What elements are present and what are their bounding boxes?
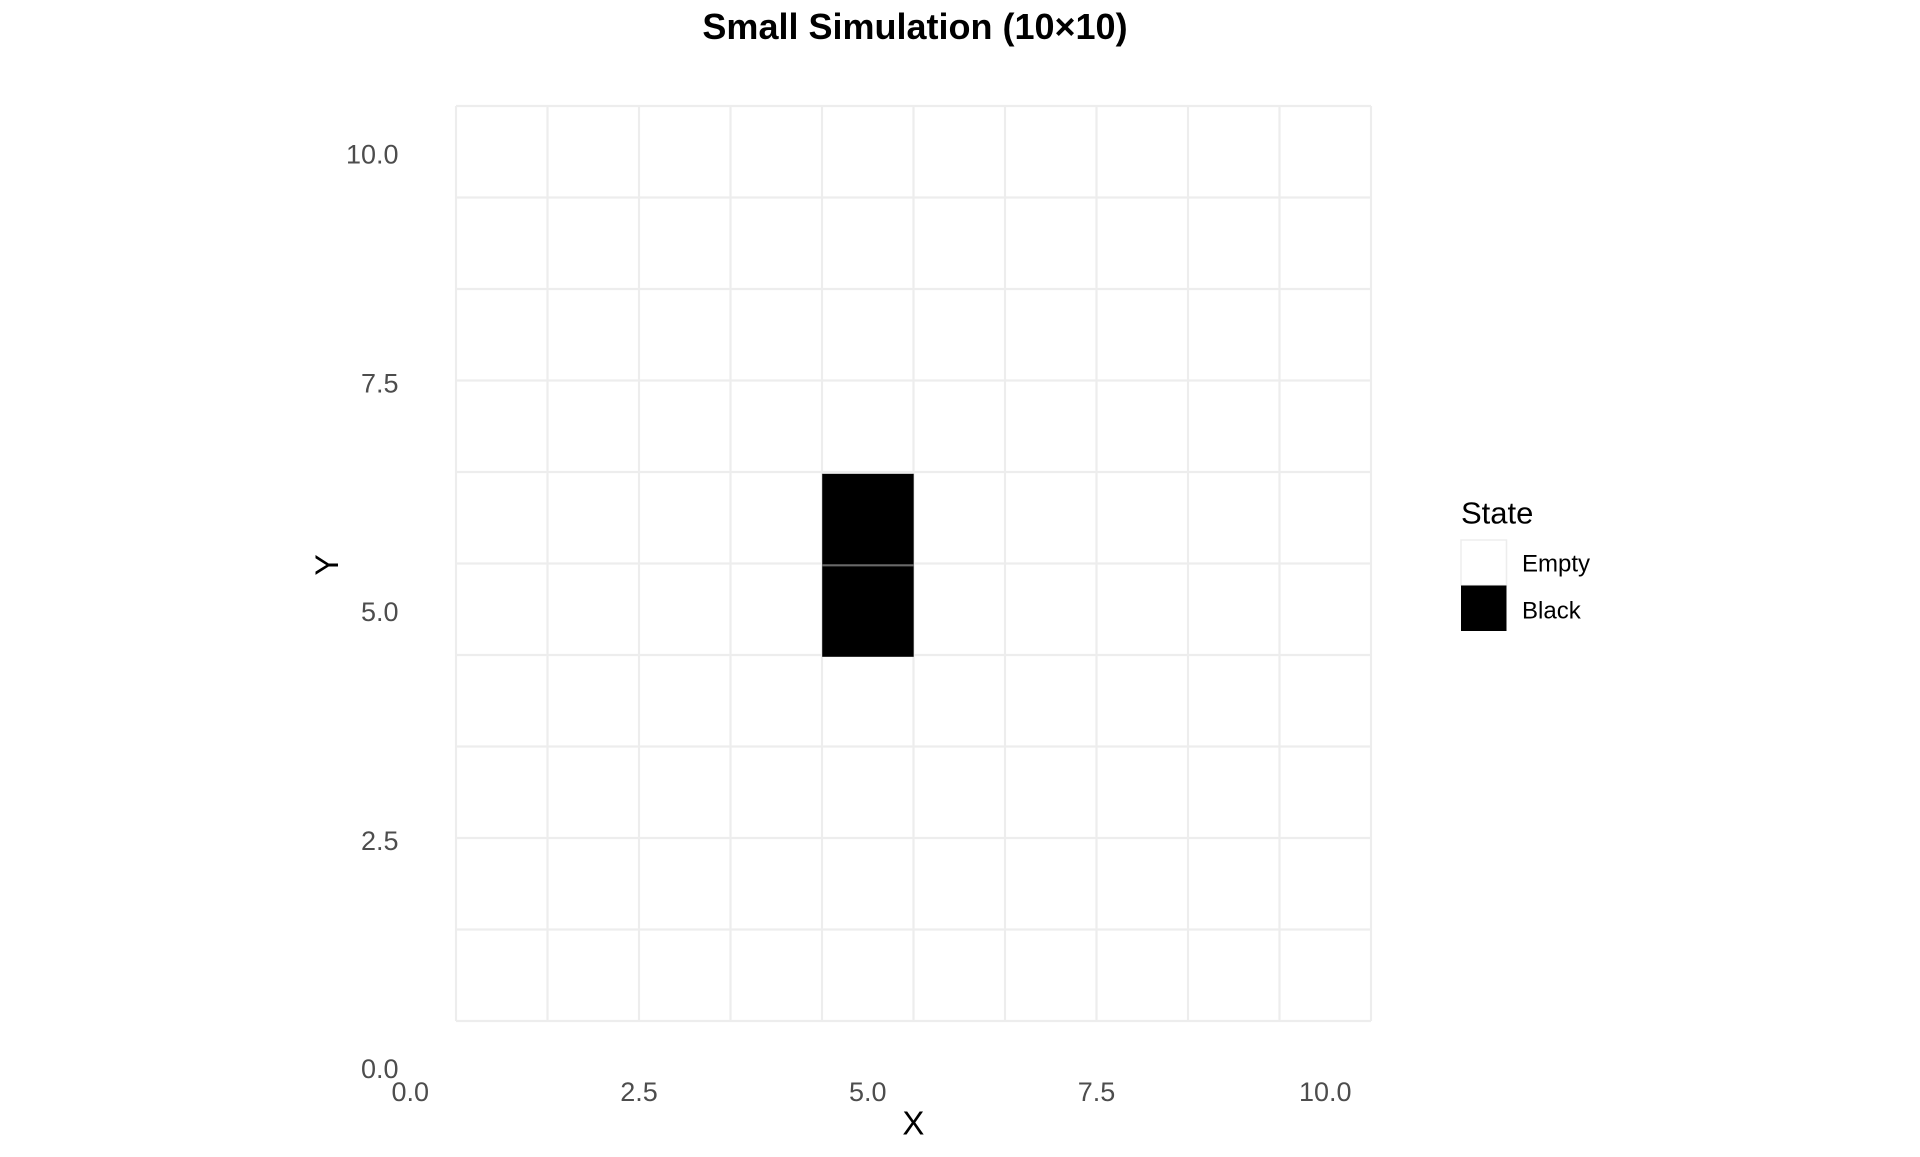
svg-text:2.5: 2.5: [361, 826, 399, 856]
svg-text:7.5: 7.5: [361, 368, 399, 398]
svg-text:10.0: 10.0: [346, 140, 399, 170]
svg-text:Black: Black: [1522, 598, 1582, 625]
svg-text:X: X: [902, 1105, 924, 1142]
svg-text:2.5: 2.5: [620, 1077, 658, 1107]
svg-text:5.0: 5.0: [361, 597, 399, 627]
svg-text:7.5: 7.5: [1078, 1077, 1116, 1107]
svg-text:Small Simulation (10×10): Small Simulation (10×10): [702, 6, 1127, 47]
svg-text:10.0: 10.0: [1299, 1077, 1352, 1107]
svg-text:5.0: 5.0: [849, 1077, 887, 1107]
svg-text:0.0: 0.0: [361, 1054, 399, 1084]
svg-text:0.0: 0.0: [391, 1077, 429, 1107]
svg-text:Empty: Empty: [1522, 551, 1590, 578]
svg-text:Y: Y: [309, 554, 345, 575]
svg-text:State: State: [1461, 496, 1533, 531]
